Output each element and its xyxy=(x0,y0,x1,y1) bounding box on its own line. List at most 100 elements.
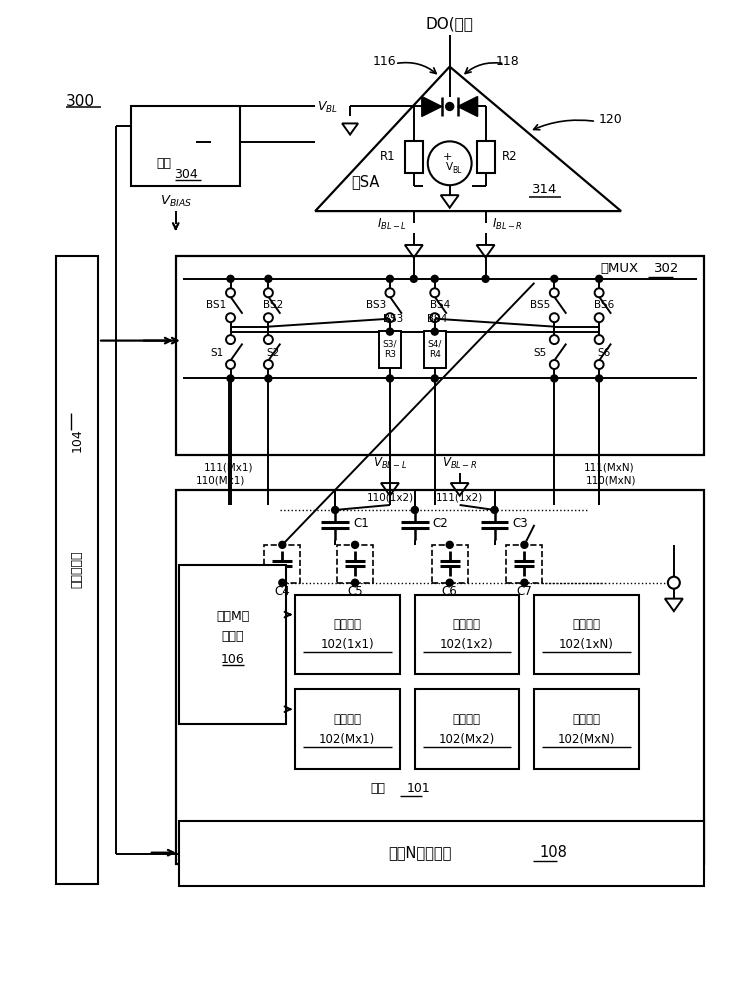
Text: 118: 118 xyxy=(496,55,520,68)
Text: S2: S2 xyxy=(266,348,280,358)
Text: C1: C1 xyxy=(353,517,369,530)
Bar xyxy=(179,821,704,886)
Circle shape xyxy=(596,275,603,282)
Text: BL: BL xyxy=(452,166,461,175)
Text: 120: 120 xyxy=(599,113,623,126)
Circle shape xyxy=(351,541,359,548)
Circle shape xyxy=(446,103,454,110)
Text: 比特单元: 比特单元 xyxy=(572,618,600,631)
Text: BS3: BS3 xyxy=(366,300,386,310)
Bar xyxy=(176,256,704,455)
Circle shape xyxy=(596,375,603,382)
Text: 102(MxN): 102(MxN) xyxy=(557,733,615,746)
Circle shape xyxy=(431,275,438,282)
Text: R2: R2 xyxy=(502,150,517,163)
Text: 新MUX: 新MUX xyxy=(600,262,638,275)
Text: C5: C5 xyxy=(348,585,363,598)
Bar xyxy=(405,141,423,173)
Text: V: V xyxy=(446,162,453,172)
Text: S3/
R3: S3/ R3 xyxy=(383,340,397,359)
Bar xyxy=(179,565,286,724)
Text: 110(Mx1): 110(Mx1) xyxy=(196,475,245,485)
Text: 驱动器: 驱动器 xyxy=(221,630,244,643)
Bar xyxy=(56,256,98,884)
Text: 102(1x1): 102(1x1) xyxy=(320,638,374,651)
Text: 地址解码器: 地址解码器 xyxy=(71,551,83,588)
Text: R1: R1 xyxy=(380,150,396,163)
Circle shape xyxy=(521,579,528,586)
Circle shape xyxy=(482,275,489,282)
Text: 102(Mx2): 102(Mx2) xyxy=(438,733,494,746)
Bar xyxy=(379,331,401,368)
Text: 111(Mx1): 111(Mx1) xyxy=(204,462,253,472)
Text: C6: C6 xyxy=(442,585,458,598)
Text: 104: 104 xyxy=(71,428,83,452)
Text: S1: S1 xyxy=(210,348,223,358)
Polygon shape xyxy=(422,97,442,116)
Bar xyxy=(176,490,704,864)
Text: $V_{BL}$: $V_{BL}$ xyxy=(317,100,338,115)
Text: 比特单元: 比特单元 xyxy=(452,618,480,631)
Text: 111(MxN): 111(MxN) xyxy=(584,462,635,472)
Circle shape xyxy=(279,579,286,586)
Text: S6: S6 xyxy=(598,348,611,358)
Text: 比特单元: 比特单元 xyxy=(572,713,600,726)
Text: BS4: BS4 xyxy=(430,300,450,310)
Text: 314: 314 xyxy=(531,183,557,196)
Circle shape xyxy=(431,328,438,335)
Text: BS5: BS5 xyxy=(530,300,551,310)
Circle shape xyxy=(446,541,453,548)
Circle shape xyxy=(279,541,286,548)
Circle shape xyxy=(331,506,339,513)
Text: S4/
R4: S4/ R4 xyxy=(427,340,442,359)
Text: 110(MxN): 110(MxN) xyxy=(586,475,636,485)
Circle shape xyxy=(387,328,393,335)
Text: BS2: BS2 xyxy=(263,300,283,310)
Bar xyxy=(415,689,520,769)
Text: $V_{BL-R}$: $V_{BL-R}$ xyxy=(442,456,477,471)
Circle shape xyxy=(551,375,558,382)
Text: 比特单元: 比特单元 xyxy=(333,618,361,631)
Text: 行（M）: 行（M） xyxy=(216,610,249,623)
Bar xyxy=(534,689,639,769)
Text: 304: 304 xyxy=(174,168,198,181)
Text: C2: C2 xyxy=(432,517,449,530)
Text: C3: C3 xyxy=(512,517,528,530)
Circle shape xyxy=(431,375,438,382)
Text: $I_{BL-L}$: $I_{BL-L}$ xyxy=(377,216,407,232)
Text: +: + xyxy=(443,152,452,162)
Bar xyxy=(131,106,241,186)
Bar xyxy=(295,595,400,674)
Bar xyxy=(424,331,446,368)
Circle shape xyxy=(551,275,558,282)
Circle shape xyxy=(387,375,393,382)
Text: 102(Mx1): 102(Mx1) xyxy=(319,733,375,746)
Text: 新SA: 新SA xyxy=(351,174,379,189)
Text: $I_{BL-R}$: $I_{BL-R}$ xyxy=(492,216,523,232)
Circle shape xyxy=(446,579,453,586)
Text: BS4: BS4 xyxy=(427,314,447,324)
Bar xyxy=(477,141,494,173)
Text: 110(1x2): 110(1x2) xyxy=(366,492,413,502)
Text: 101: 101 xyxy=(407,782,430,795)
Text: 108: 108 xyxy=(539,845,568,860)
Text: C7: C7 xyxy=(517,585,532,598)
Circle shape xyxy=(265,275,272,282)
Bar xyxy=(264,545,300,583)
Text: 300: 300 xyxy=(66,94,95,109)
Bar xyxy=(295,689,400,769)
Circle shape xyxy=(265,375,272,382)
Text: DO(新）: DO(新） xyxy=(426,16,474,31)
Text: $V_{BL-L}$: $V_{BL-L}$ xyxy=(373,456,407,471)
Circle shape xyxy=(521,541,528,548)
Text: 偏置: 偏置 xyxy=(156,157,171,170)
Text: C4: C4 xyxy=(275,585,290,598)
Text: 111(1x2): 111(1x2) xyxy=(436,492,483,502)
Circle shape xyxy=(227,275,234,282)
Text: 比特单元: 比特单元 xyxy=(333,713,361,726)
Text: 116: 116 xyxy=(373,55,397,68)
Text: $V_{BIAS}$: $V_{BIAS}$ xyxy=(159,194,192,209)
Text: 102(1x2): 102(1x2) xyxy=(440,638,494,651)
Text: 比特单元: 比特单元 xyxy=(452,713,480,726)
Bar xyxy=(337,545,373,583)
